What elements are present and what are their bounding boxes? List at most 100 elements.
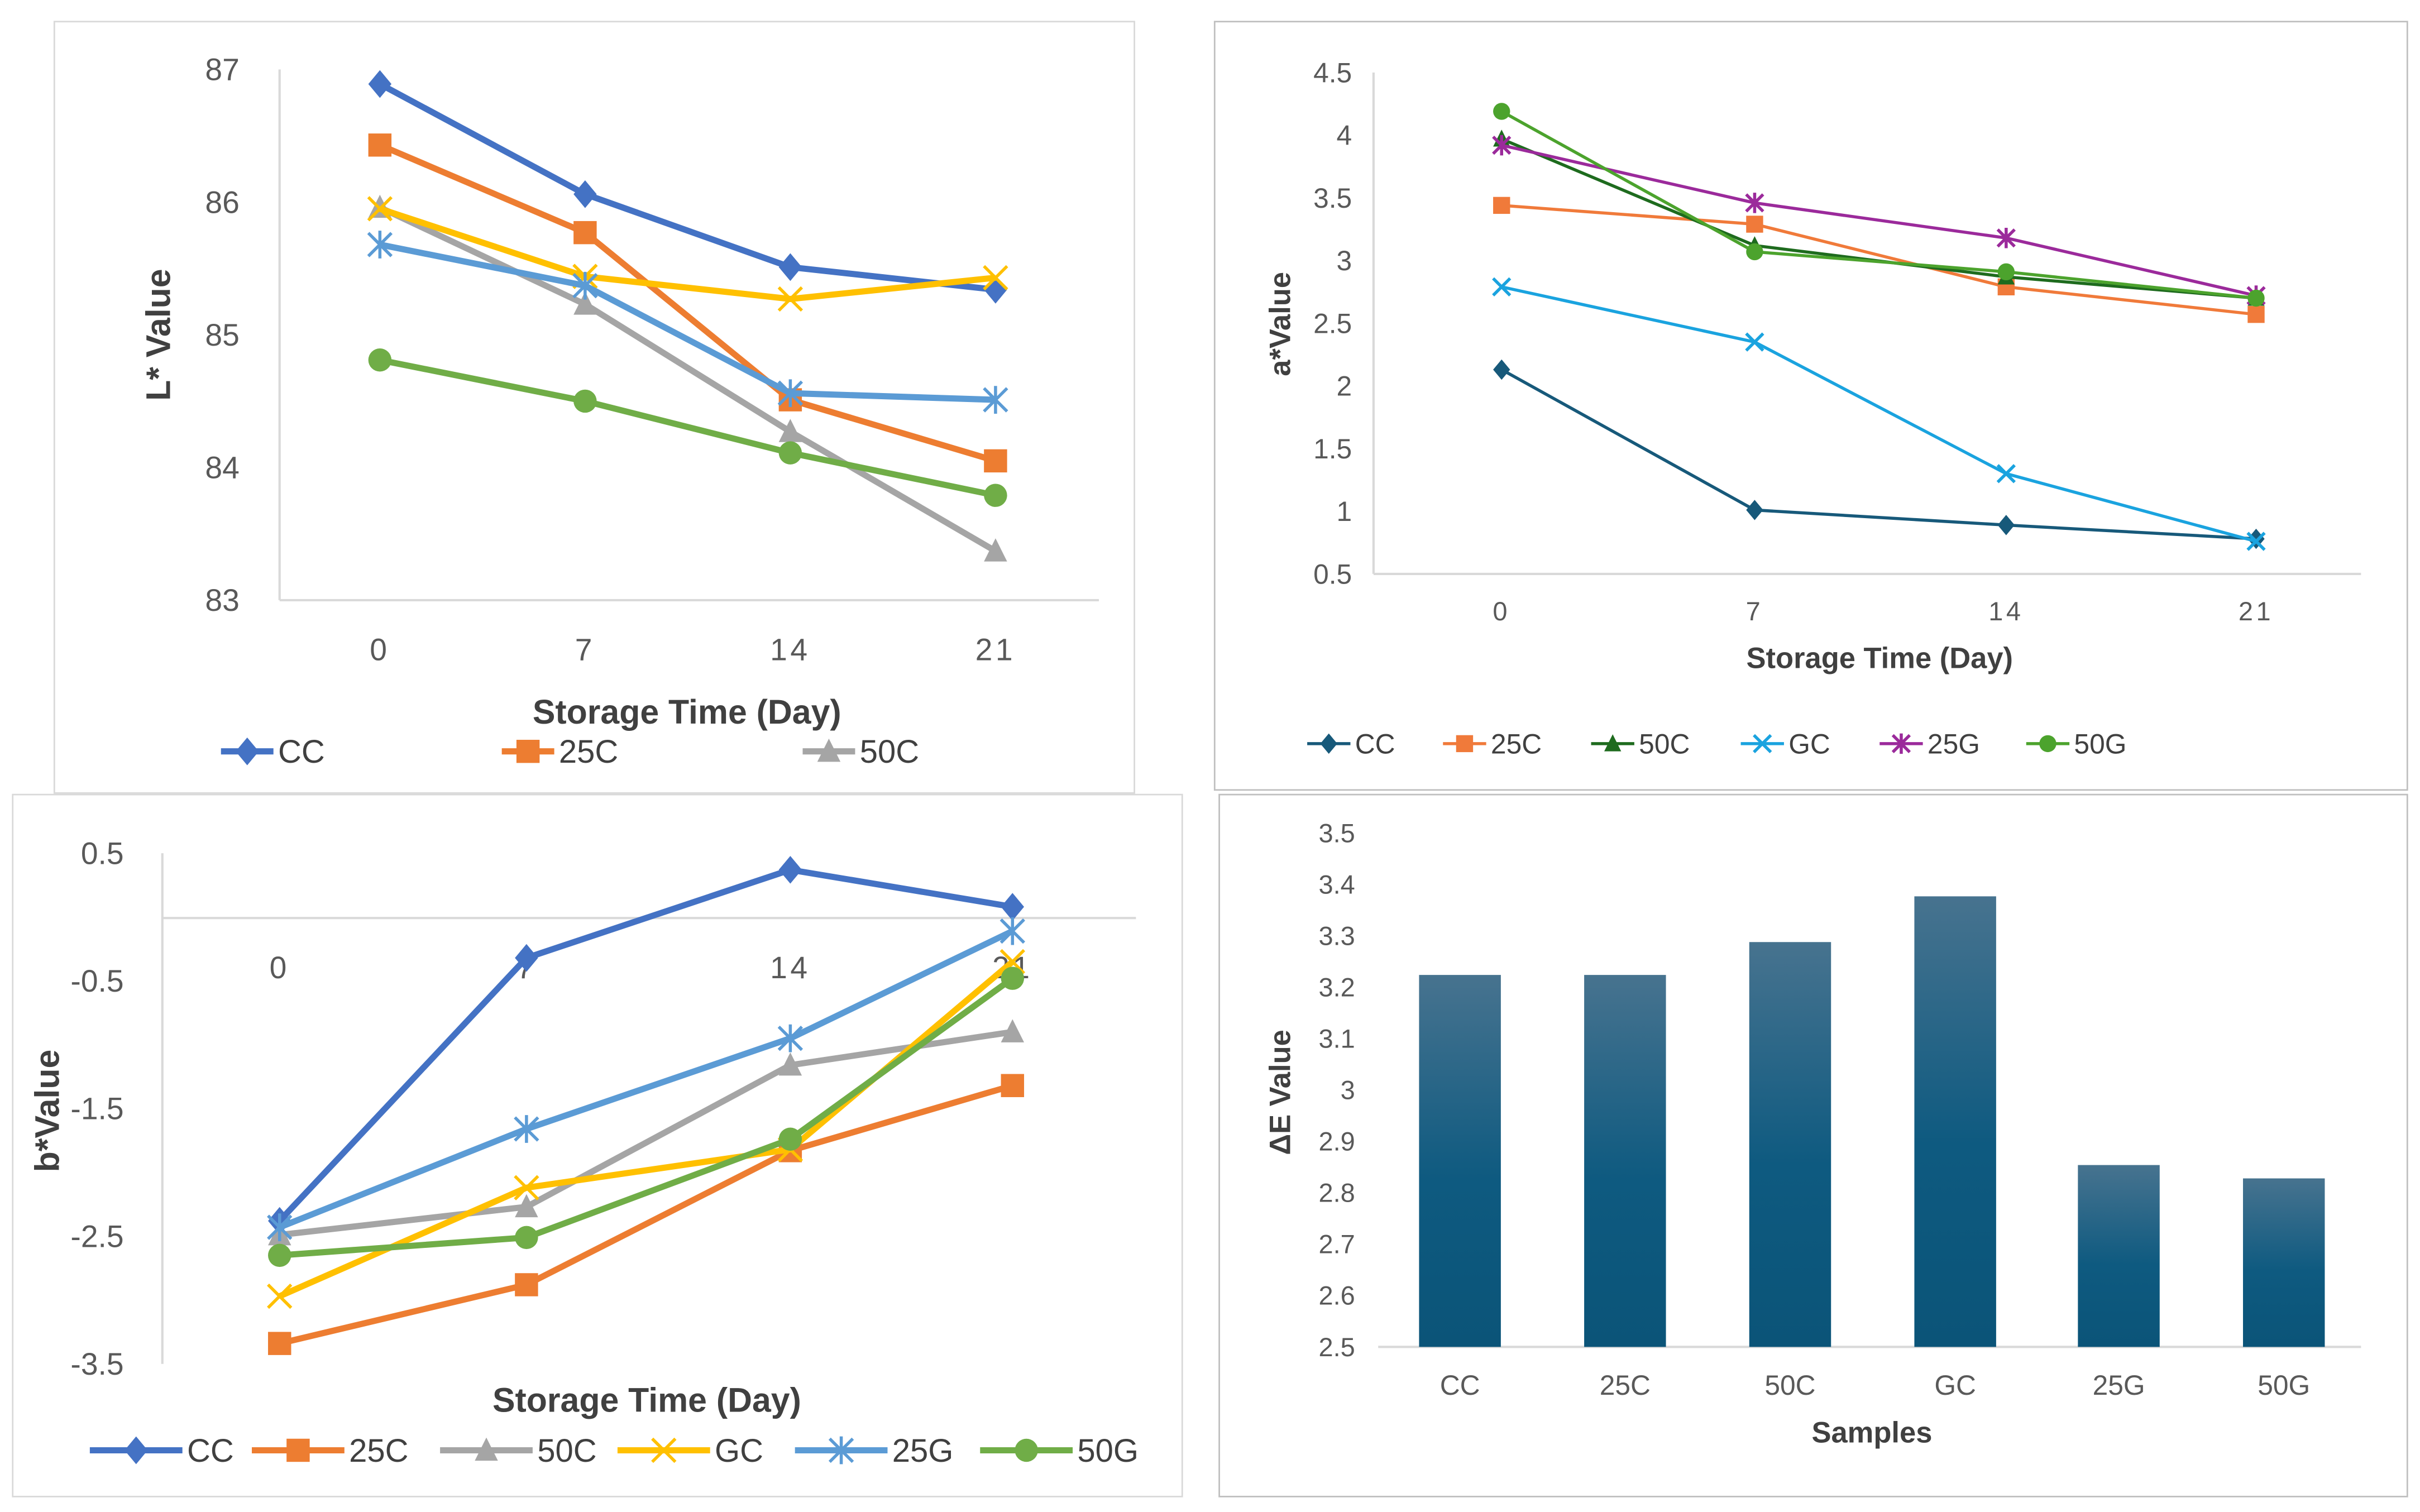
legend-item-25c: 25C [1443,728,1542,759]
legend-marker-icon [516,739,540,763]
x-tick-label: 14 [1988,596,2024,626]
panel-a-value-frame [1213,21,2408,791]
data-point-marker [999,949,1025,975]
data-point-marker [514,1115,539,1143]
data-point-marker [1746,216,1763,233]
data-point-marker [1492,135,1512,156]
data-point-marker [1001,966,1025,990]
data-point-marker [515,1194,538,1218]
data-point-marker [368,348,392,372]
series-50g [268,966,1025,1267]
legend-marker-icon [1604,734,1622,752]
legend-marker-icon [475,1437,498,1461]
data-point-marker [778,1127,802,1151]
legend-marker-icon [235,737,259,765]
legend-label: 25G [892,1433,954,1469]
series-line [1501,143,2257,298]
series-cc [368,70,1007,304]
x-tick-label: 14 [770,950,811,985]
series-line [379,357,997,499]
bar-25c [1584,975,1666,1347]
bar-50g [2243,1178,2325,1347]
bar-25g [2078,1165,2160,1347]
legend-marker-icon [286,1438,310,1462]
data-point-marker [999,917,1025,945]
legend-label: 50C [537,1433,596,1469]
chart-delta-e: 2.5 2.6 2.7 2.8 2.9 3 3.1 3.2 3.3 3.4 3.5 CC 25C 50C G… [1264,819,2361,1449]
y-axis-title: b*Value [28,1050,66,1173]
legend-item-25g: 25G [1879,728,1980,759]
x-tick-label: 14 [770,633,811,667]
series-line [379,142,997,464]
x-tick-label: 7 [1746,596,1764,626]
x-tick-label: 0 [270,950,290,985]
x-tick-label: 25G [2093,1370,2145,1401]
series-line [379,205,996,302]
data-point-marker [573,221,597,245]
y-tick-label: 84 [205,451,239,485]
x-axis-title: Storage Time (Day) [533,693,841,731]
data-point-marker [984,538,1007,562]
data-point-marker [367,231,393,259]
chart-a-value: 0.5 1 1.5 2 2.5 3 3.5 4 4.5 0 7 14 21 Storage Time (D… [1264,57,2361,759]
series-line [1500,368,2256,540]
legend-marker-icon [828,1436,854,1465]
y-tick-label: 3.5 [1318,819,1355,848]
data-point-marker [983,265,1008,291]
y-tick-label: 4.5 [1313,57,1352,88]
data-point-marker [2247,528,2265,549]
y-tick-label: 1.5 [1313,433,1352,465]
legend-item-25g: 25G [795,1433,954,1469]
series-50g [1493,103,2265,307]
bar-cc [1419,975,1501,1347]
y-tick-label: 4 [1337,120,1352,151]
y-tick-label: 86 [205,185,239,219]
chart-l-value: 83 84 85 86 87 0 7 14 21 Storage Time (Day) L* Val… [140,52,1099,770]
x-axis-title: Storage Time (Day) [1747,642,2014,674]
y-tick-label: -3.5 [70,1347,123,1381]
data-point-marker [1997,263,2015,281]
y-tick-label: 2.9 [1318,1127,1355,1156]
x-tick-label: 21 [975,633,1016,667]
legend-label: CC [278,734,325,770]
legend-item-25c: 25C [501,734,618,770]
legend-item-50g: 50G [2026,728,2126,759]
y-tick-label: 2.6 [1318,1281,1355,1310]
series-unlabeled-4 [367,231,1008,414]
x-tick-label: 25C [1600,1370,1651,1401]
data-point-marker [1997,515,2015,535]
series-line [379,241,996,403]
data-point-marker [368,133,392,157]
series-line [279,1028,1013,1238]
y-tick-label: 2.5 [1313,308,1352,339]
y-tick-label: 83 [205,583,239,618]
legend-label: 50G [1077,1433,1139,1469]
y-tick-label: 0.5 [1313,558,1352,590]
y-tick-label: 2.8 [1318,1178,1355,1208]
data-point-marker [367,196,393,222]
y-tick-label: -2.5 [70,1219,123,1253]
data-point-marker [572,271,598,300]
x-axis-title: Samples [1811,1417,1932,1449]
y-tick-label: -0.5 [70,964,123,998]
y-tick-label: 2.7 [1318,1229,1355,1259]
legend-label: 25C [349,1433,408,1469]
series-line [279,975,1015,1259]
legend-label: GC [1788,728,1830,759]
data-point-marker [777,286,804,312]
series-line [1500,110,2256,300]
y-tick-label: 85 [205,318,239,352]
x-axis-title: Storage Time (Day) [492,1381,801,1419]
x-tick-label: 50G [2258,1370,2310,1401]
bar-gc [1914,896,1996,1347]
data-point-marker [268,1332,291,1355]
x-tick-label: 21 [2239,596,2274,626]
x-tick-label: 50C [1764,1370,1815,1401]
series-line [379,204,997,554]
data-point-marker [1493,103,1510,120]
data-point-marker [778,419,802,442]
x-tick-label: GC [1934,1370,1976,1401]
data-point-marker [983,386,1008,414]
y-tick-label: 3 [1337,245,1352,276]
